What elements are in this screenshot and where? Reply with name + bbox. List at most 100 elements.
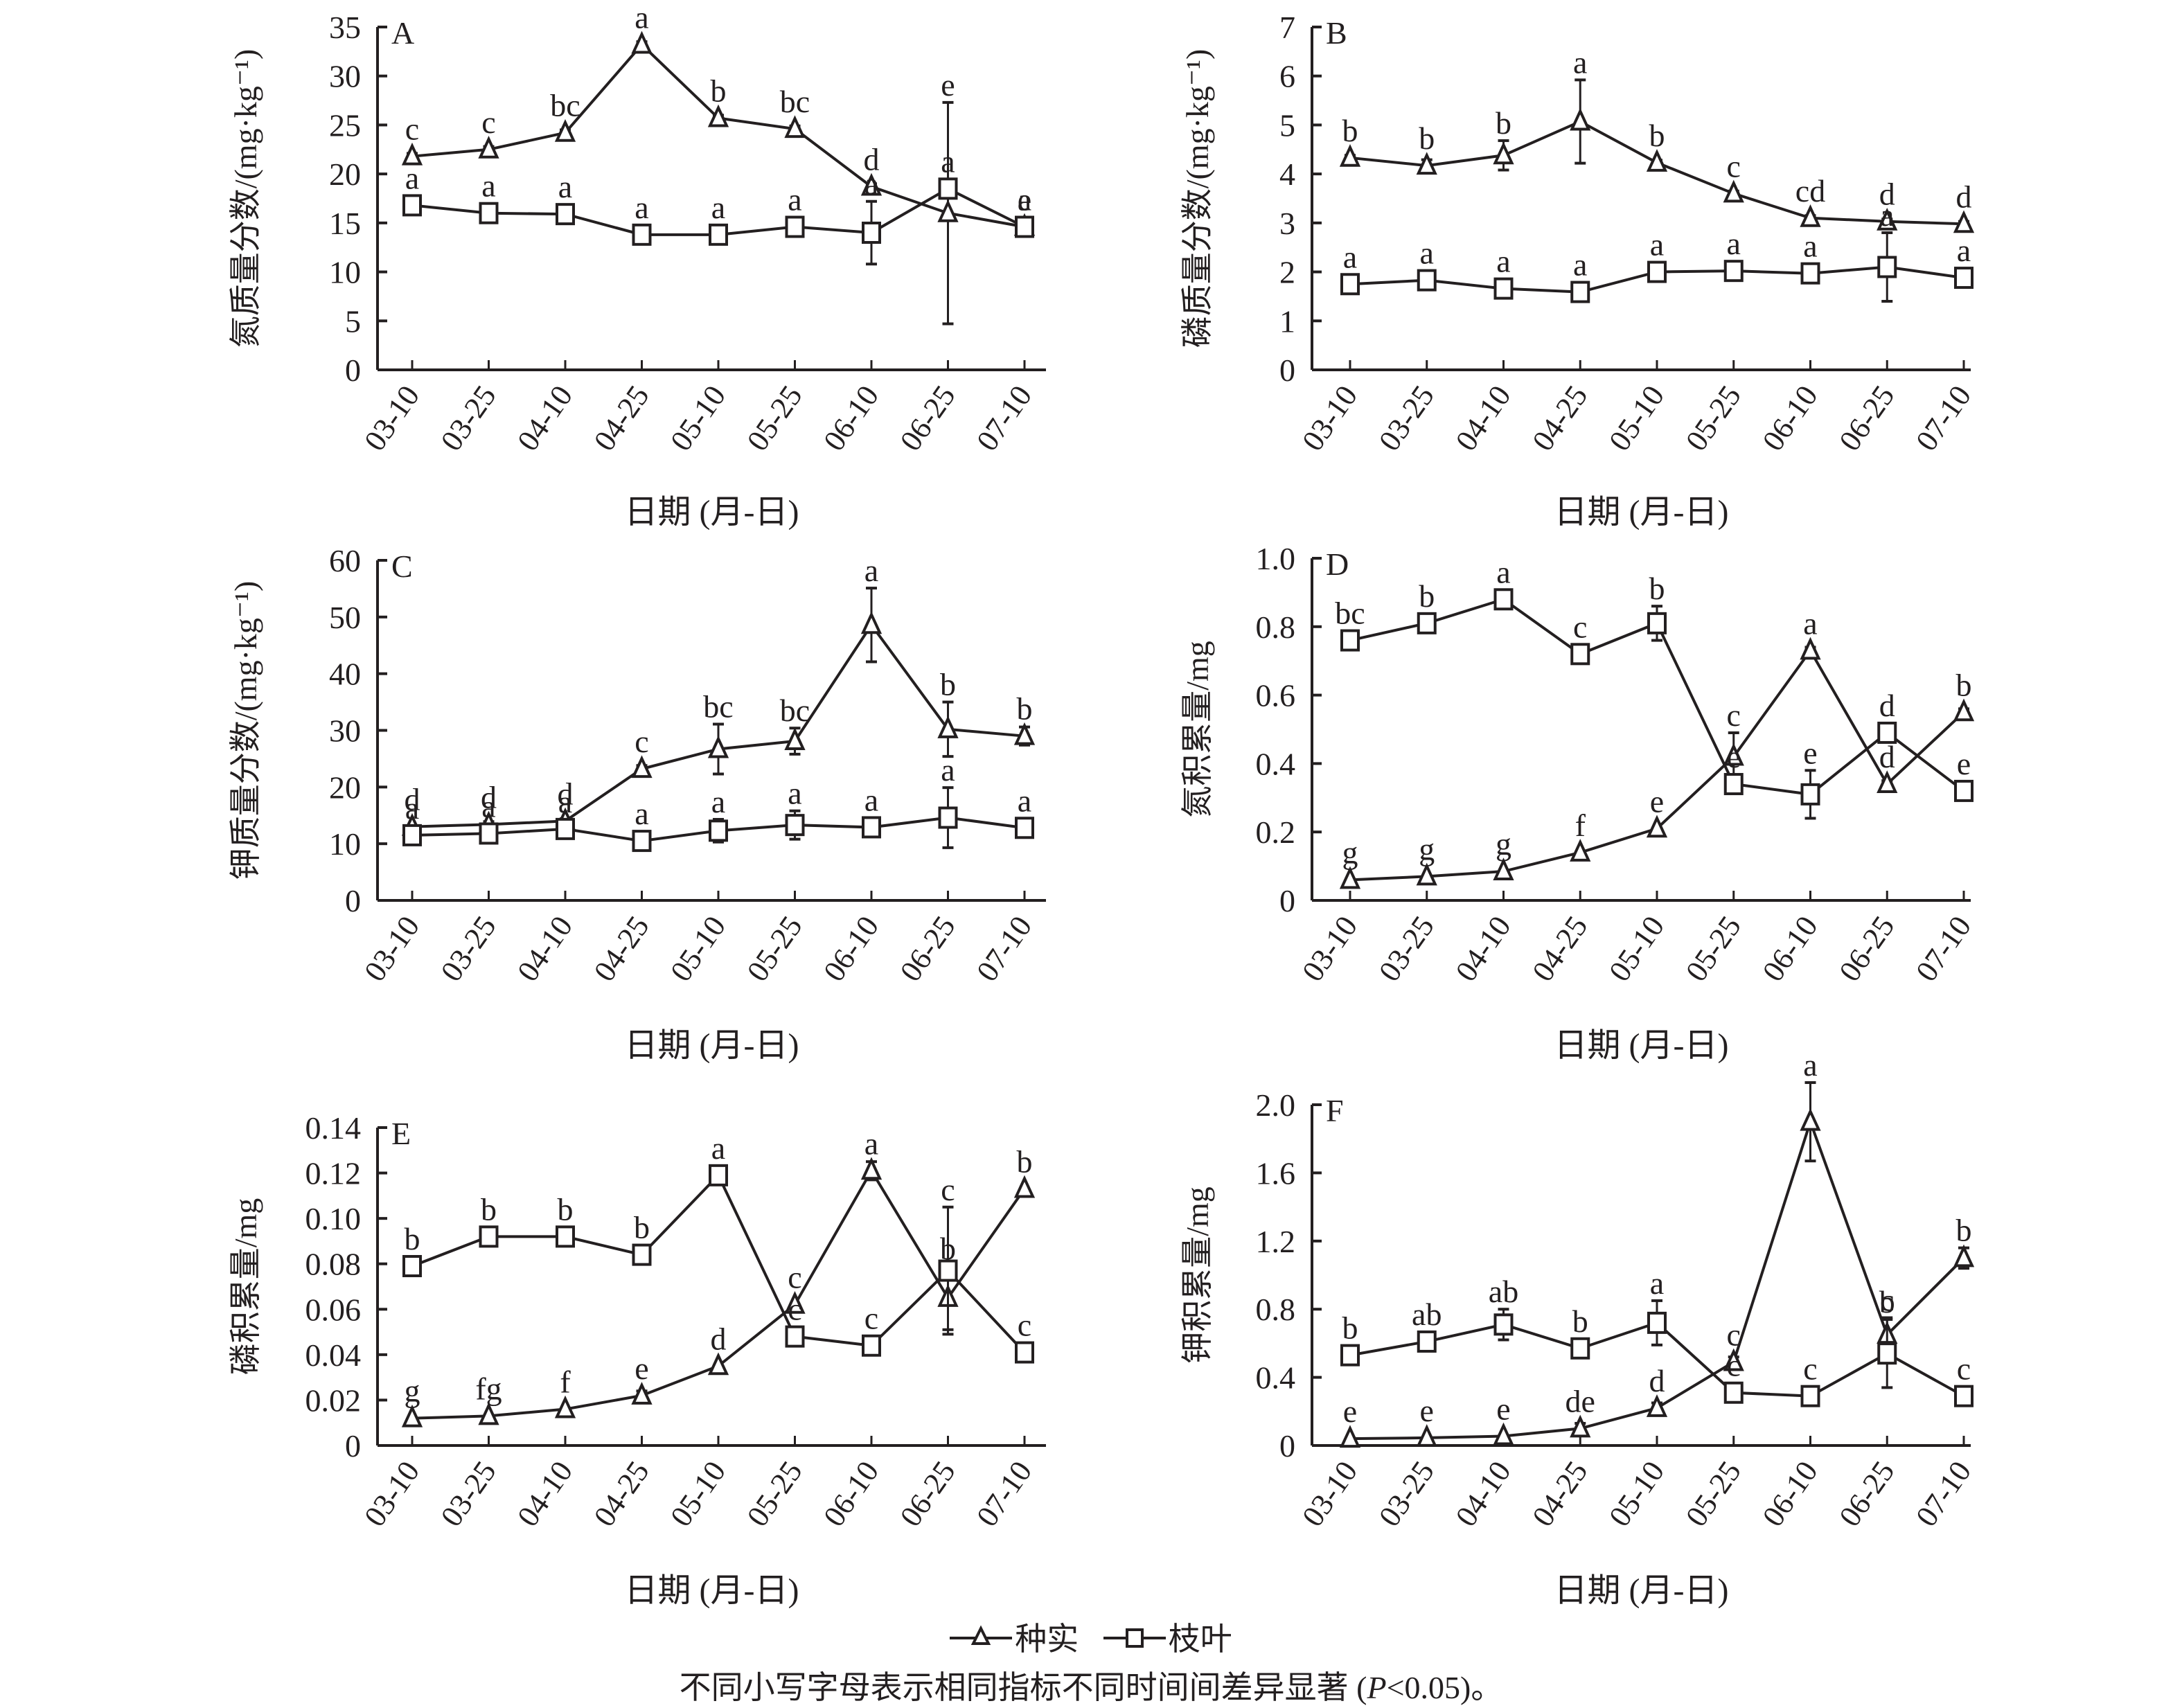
y-tick-label: 40 xyxy=(329,657,361,692)
data-point-square xyxy=(1417,612,1437,634)
x-tick-label: 05-25 xyxy=(1679,380,1748,457)
significance-letter: a xyxy=(1803,229,1817,264)
y-tick-label: 0 xyxy=(345,353,361,388)
series-seed: g fg f e d c a b b xyxy=(401,1126,1036,1427)
significance-letter: e xyxy=(1650,783,1664,819)
caption-prefix: 不同小写字母表示相同指标不同时间间差异显著 ( xyxy=(679,1670,1367,1705)
data-point-square xyxy=(709,223,728,246)
significance-letter: b xyxy=(940,667,956,702)
x-tick-label: 05-25 xyxy=(740,910,809,988)
y-tick-label: 7 xyxy=(1279,10,1295,45)
significance-letter: a xyxy=(788,776,801,811)
data-point-square xyxy=(1340,629,1360,652)
data-point-square xyxy=(1340,273,1360,296)
significance-letter: bc xyxy=(780,693,810,728)
y-tick-label: 30 xyxy=(329,59,361,94)
y-tick-label: 0.14 xyxy=(305,1110,362,1146)
significance-letter: de xyxy=(1565,1383,1595,1418)
significance-letter: c xyxy=(1727,697,1741,733)
significance-letter: d xyxy=(711,1321,727,1356)
significance-letter: c xyxy=(481,105,495,140)
data-point-square xyxy=(1570,1337,1590,1360)
data-point-square xyxy=(785,814,805,837)
significance-letter: b xyxy=(1342,1310,1358,1346)
x-tick-label: 06-10 xyxy=(817,1455,885,1533)
x-tick-label: 07-10 xyxy=(970,1455,1038,1533)
x-tick-label: 03-10 xyxy=(1295,910,1364,988)
data-point-triangle xyxy=(707,1352,729,1376)
x-tick-label: 03-25 xyxy=(434,380,503,457)
data-point-square xyxy=(1954,267,1973,290)
data-point-square xyxy=(1570,281,1590,303)
data-point-triangle xyxy=(631,755,653,779)
significance-letter: g xyxy=(1496,826,1511,862)
series-line xyxy=(411,1168,1026,1420)
legend-item-leaf: 枝叶 xyxy=(1103,1614,1232,1660)
data-point-square xyxy=(1647,1311,1667,1334)
x-tick-label: 05-10 xyxy=(664,1455,732,1533)
y-tick-label: 0.4 xyxy=(1256,1360,1296,1396)
caption-suffix: <0.05)。 xyxy=(1386,1670,1503,1705)
x-axis-title: 日期 (月-日) xyxy=(625,1027,799,1064)
significance-letter: c xyxy=(1573,609,1587,644)
x-tick-label: 06-25 xyxy=(1832,1455,1901,1533)
data-point-square xyxy=(402,194,422,217)
x-axis-title: 日期 (月-日) xyxy=(1554,494,1729,531)
data-point-triangle xyxy=(707,735,729,758)
data-point-square xyxy=(1647,260,1667,283)
data-point-square xyxy=(1723,1381,1744,1404)
data-point-square xyxy=(479,1225,499,1248)
data-point-square xyxy=(556,1225,575,1248)
x-tick-label: 05-10 xyxy=(664,380,732,457)
data-point-triangle xyxy=(1800,204,1821,227)
significance-letter: a xyxy=(864,782,878,817)
data-point-triangle xyxy=(1877,207,1898,231)
data-point-triangle xyxy=(1570,839,1591,862)
y-tick-label: 0 xyxy=(1279,883,1295,918)
x-tick-label: 07-10 xyxy=(970,910,1038,988)
x-tick-label: 03-25 xyxy=(1372,1455,1441,1533)
x-axis-title: 日期 (月-日) xyxy=(625,494,799,531)
data-point-triangle xyxy=(554,118,576,142)
significance-letter: a xyxy=(635,190,648,225)
y-tick-label: 0.04 xyxy=(305,1337,362,1373)
panel-label: B xyxy=(1326,15,1347,51)
panel-label: C xyxy=(391,549,413,584)
significance-letter: bc xyxy=(1335,596,1365,631)
x-tick-label: 04-10 xyxy=(1449,380,1518,457)
data-point-triangle xyxy=(860,1157,882,1180)
data-point-triangle xyxy=(1493,1422,1514,1445)
x-tick-label: 04-10 xyxy=(511,1455,579,1533)
series-leaf: a a a a a a a a a xyxy=(402,143,1034,266)
data-point-square xyxy=(1015,817,1034,839)
significance-letter: b xyxy=(558,1191,574,1227)
y-tick-label: 0.06 xyxy=(305,1292,362,1327)
significance-letter: a xyxy=(864,553,878,588)
x-tick-label: 05-25 xyxy=(740,1455,809,1533)
y-tick-label: 1.6 xyxy=(1256,1155,1296,1191)
data-point-triangle xyxy=(1723,179,1744,203)
significance-letter: a xyxy=(1573,247,1587,283)
data-point-square xyxy=(1800,262,1820,285)
significance-letter: a xyxy=(711,1130,725,1166)
data-point-square xyxy=(1954,779,1973,802)
data-point-square xyxy=(1570,643,1590,666)
data-point-square xyxy=(1493,277,1514,300)
significance-letter: cd xyxy=(1795,173,1825,208)
x-tick-label: 04-10 xyxy=(1449,910,1518,988)
data-point-triangle xyxy=(784,1290,806,1314)
significance-letter: c xyxy=(1880,1283,1894,1318)
data-point-square xyxy=(709,819,728,842)
data-point-square xyxy=(1015,1341,1034,1364)
data-point-square xyxy=(785,215,805,238)
significance-letter: a xyxy=(481,168,495,204)
series-seed: b b b a b c cd d d xyxy=(1339,44,1975,233)
data-point-square xyxy=(709,1164,728,1186)
data-point-triangle xyxy=(631,1382,653,1405)
significance-letter: g xyxy=(405,1373,420,1409)
y-tick-label: 0.8 xyxy=(1256,1292,1296,1327)
significance-letter: a xyxy=(788,182,801,217)
